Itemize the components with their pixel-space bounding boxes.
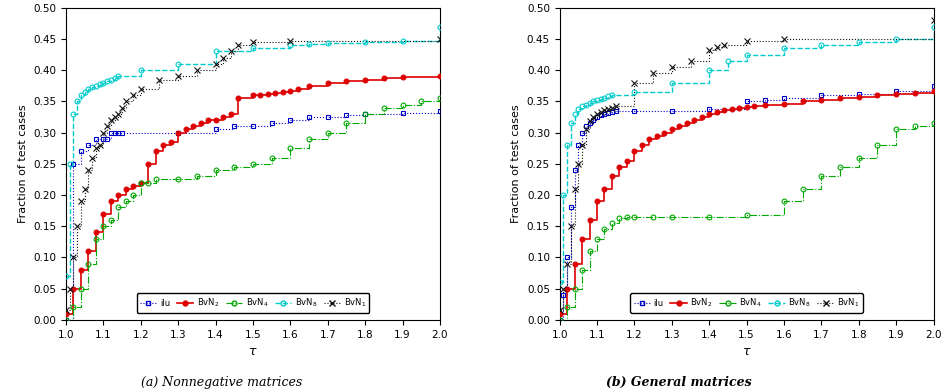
Y-axis label: Fraction of test cases: Fraction of test cases	[511, 105, 521, 223]
Text: (a) Nonnegative matrices: (a) Nonnegative matrices	[141, 376, 302, 389]
X-axis label: τ: τ	[743, 345, 751, 358]
Legend: ilu, BvN$_2$, BvN$_4$, BvN$_8$, BvN$_1$: ilu, BvN$_2$, BvN$_4$, BvN$_8$, BvN$_1$	[137, 293, 370, 312]
X-axis label: τ: τ	[249, 345, 256, 358]
Text: (b) General matrices: (b) General matrices	[606, 376, 752, 389]
Legend: ilu, BvN$_2$, BvN$_4$, BvN$_8$, BvN$_1$: ilu, BvN$_2$, BvN$_4$, BvN$_8$, BvN$_1$	[630, 293, 863, 312]
Y-axis label: Fraction of test cases: Fraction of test cases	[18, 105, 27, 223]
